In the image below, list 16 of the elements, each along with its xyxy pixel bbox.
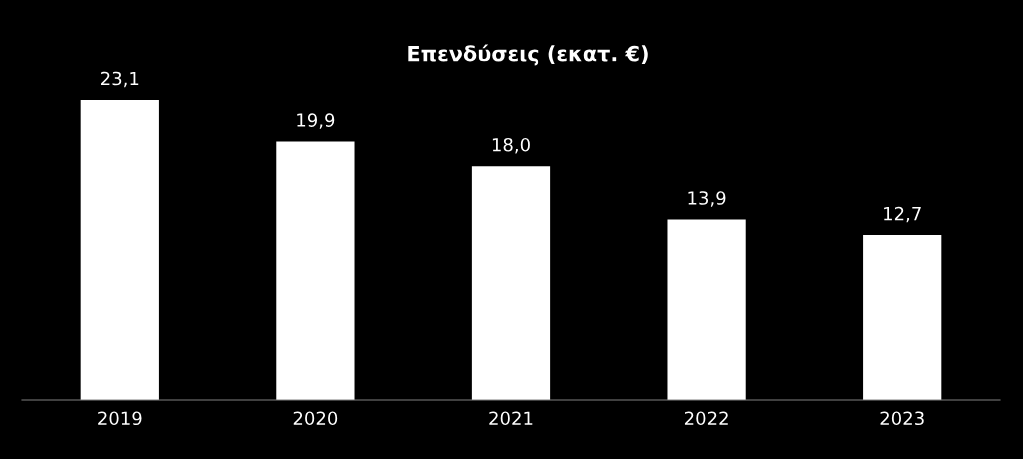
data-label: 18,0	[492, 137, 530, 154]
data-label: 12,7	[884, 206, 921, 223]
chart-title: Επενδύσεις (εκατ. €)	[408, 44, 648, 66]
data-label: 19,9	[297, 113, 335, 129]
data-label: 13,9	[688, 191, 726, 207]
bar	[471, 166, 551, 400]
bar	[276, 141, 355, 400]
x-tick-label: 2023	[880, 411, 924, 426]
x-tick-label: 2019	[98, 411, 142, 426]
bar	[80, 99, 159, 400]
x-tick-label: 2021	[489, 411, 533, 426]
bar	[667, 219, 746, 400]
x-tick-label: 2022	[684, 411, 728, 426]
data-label: 23,1	[101, 71, 139, 88]
bar	[863, 235, 942, 400]
x-tick-label: 2020	[293, 411, 338, 426]
